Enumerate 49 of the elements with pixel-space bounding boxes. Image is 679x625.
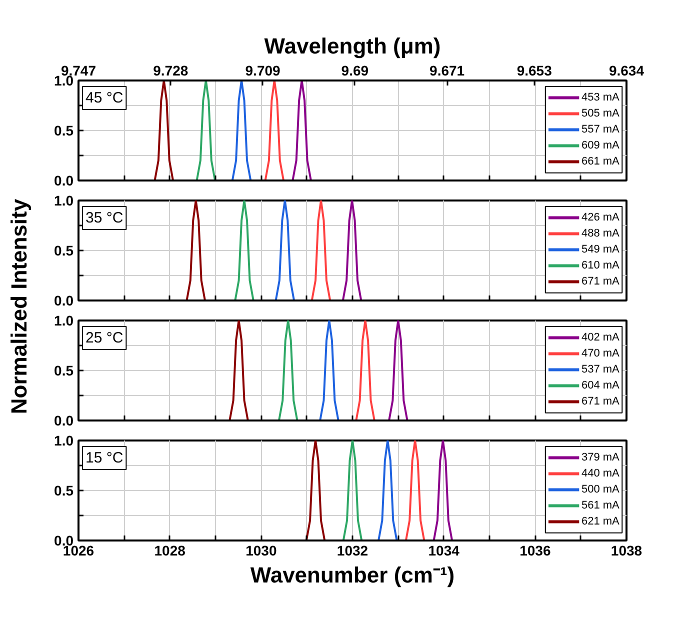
x-tick-label: 1034 <box>428 542 460 558</box>
x2-tick-label: 9.728 <box>153 62 188 78</box>
x2-tick-label: 9.671 <box>430 62 465 78</box>
legend-label: 610 mA <box>581 260 620 272</box>
legend-label: 561 mA <box>581 500 620 512</box>
y-tick-label: 1.0 <box>54 192 74 208</box>
legend-label: 549 mA <box>581 244 620 256</box>
annotation: 35 °C <box>86 210 124 226</box>
legend-label: 671 mA <box>581 276 620 288</box>
legend-label: 661 mA <box>581 156 620 168</box>
legend-label: 440 mA <box>581 468 620 480</box>
legend-label: 671 mA <box>581 396 620 408</box>
y-tick-label: 0.0 <box>54 172 74 188</box>
x-tick-label: 1032 <box>336 542 368 558</box>
x-tick-label: 1038 <box>610 542 642 558</box>
annotation: 15 °C <box>86 450 124 466</box>
legend-label: 604 mA <box>581 380 620 392</box>
legend-label: 621 mA <box>581 516 620 528</box>
legend-label: 500 mA <box>581 484 620 496</box>
x2-tick-label: 9.709 <box>245 62 281 78</box>
y-tick-label: 0.5 <box>54 482 74 498</box>
legend-label: 557 mA <box>581 124 620 136</box>
legend-label: 537 mA <box>581 364 620 376</box>
legend-label: 402 mA <box>581 332 620 344</box>
legend-label: 488 mA <box>581 228 620 240</box>
x2-tick-label: 9.69 <box>341 62 369 78</box>
x-axis-title: Wavenumber (cm⁻¹) <box>250 562 455 588</box>
legend-label: 470 mA <box>581 348 620 360</box>
y-tick-label: 0.0 <box>54 412 74 428</box>
x-tick-label: 1028 <box>154 542 186 558</box>
legend-label: 609 mA <box>581 140 620 152</box>
y-tick-label: 0.5 <box>54 362 74 378</box>
x-tick-label: 1030 <box>246 542 277 558</box>
legend-label: 426 mA <box>581 212 620 224</box>
y-tick-label: 1.0 <box>54 432 74 448</box>
x2-axis-title: Wavelength (μm) <box>264 34 441 58</box>
legend-label: 379 mA <box>581 452 620 464</box>
y-tick-label: 1.0 <box>54 312 74 328</box>
x2-tick-label: 9.634 <box>608 62 644 78</box>
y-tick-label: 0.5 <box>54 122 74 138</box>
legend-label: 453 mA <box>581 92 620 104</box>
y-tick-label: 0.5 <box>54 242 74 258</box>
x-tick-label: 1036 <box>520 542 551 558</box>
legend-label: 505 mA <box>581 108 620 120</box>
y-axis-title: Normalized Intensity <box>6 198 32 414</box>
annotation: 25 °C <box>86 330 124 346</box>
x2-tick-label: 9.653 <box>516 62 552 78</box>
annotation: 45 °C <box>86 90 124 106</box>
y-tick-label: 0.0 <box>54 292 74 308</box>
